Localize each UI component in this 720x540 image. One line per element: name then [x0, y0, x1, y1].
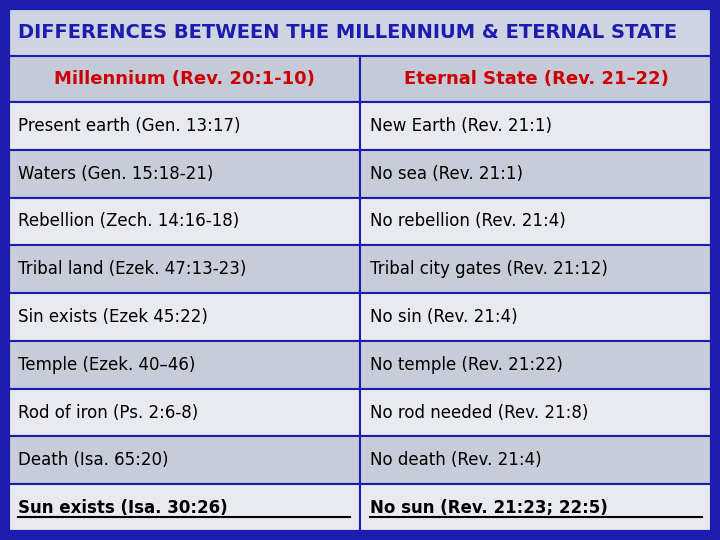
Bar — [8, 8, 712, 56]
Text: New Earth (Rev. 21:1): New Earth (Rev. 21:1) — [370, 117, 552, 135]
Text: Millennium (Rev. 20:1-10): Millennium (Rev. 20:1-10) — [53, 70, 315, 88]
Bar — [360, 484, 712, 532]
Text: Waters (Gen. 15:18-21): Waters (Gen. 15:18-21) — [18, 165, 213, 183]
Text: Sin exists (Ezek 45:22): Sin exists (Ezek 45:22) — [18, 308, 208, 326]
Bar — [8, 293, 360, 341]
Bar — [8, 484, 360, 532]
Bar — [8, 102, 360, 150]
Bar — [360, 341, 712, 389]
Bar — [360, 436, 712, 484]
Bar — [360, 293, 712, 341]
Bar — [360, 245, 712, 293]
Text: Eternal State (Rev. 21–22): Eternal State (Rev. 21–22) — [404, 70, 668, 88]
Bar — [8, 341, 360, 389]
Text: DIFFERENCES BETWEEN THE MILLENNIUM & ETERNAL STATE: DIFFERENCES BETWEEN THE MILLENNIUM & ETE… — [18, 23, 677, 42]
Bar — [360, 245, 712, 293]
Bar — [8, 150, 360, 198]
Bar — [8, 56, 360, 102]
Bar — [8, 436, 360, 484]
Bar — [360, 150, 712, 198]
Text: No rebellion (Rev. 21:4): No rebellion (Rev. 21:4) — [370, 212, 566, 231]
Bar — [360, 293, 712, 341]
Bar — [360, 198, 712, 245]
Bar — [8, 436, 360, 484]
Bar — [8, 389, 360, 436]
Bar — [360, 198, 712, 245]
Text: Temple (Ezek. 40–46): Temple (Ezek. 40–46) — [18, 356, 195, 374]
Text: No temple (Rev. 21:22): No temple (Rev. 21:22) — [370, 356, 563, 374]
Bar — [8, 245, 360, 293]
Bar — [8, 389, 360, 436]
Bar — [360, 341, 712, 389]
Bar — [360, 389, 712, 436]
Bar — [360, 56, 712, 102]
Bar — [8, 198, 360, 245]
Text: No sun (Rev. 21:23; 22:5): No sun (Rev. 21:23; 22:5) — [370, 499, 608, 517]
Text: Present earth (Gen. 13:17): Present earth (Gen. 13:17) — [18, 117, 240, 135]
Text: No sea (Rev. 21:1): No sea (Rev. 21:1) — [370, 165, 523, 183]
Bar — [360, 150, 712, 198]
Text: Rod of iron (Ps. 2:6-8): Rod of iron (Ps. 2:6-8) — [18, 403, 198, 422]
Bar — [8, 341, 360, 389]
Bar — [360, 102, 712, 150]
Text: No sin (Rev. 21:4): No sin (Rev. 21:4) — [370, 308, 518, 326]
Text: Tribal city gates (Rev. 21:12): Tribal city gates (Rev. 21:12) — [370, 260, 608, 278]
Text: No rod needed (Rev. 21:8): No rod needed (Rev. 21:8) — [370, 403, 588, 422]
Text: Rebellion (Zech. 14:16-18): Rebellion (Zech. 14:16-18) — [18, 212, 239, 231]
Bar — [8, 245, 360, 293]
Bar — [360, 56, 712, 102]
Bar — [360, 436, 712, 484]
Bar — [360, 484, 712, 532]
Bar — [8, 102, 360, 150]
Bar — [8, 56, 360, 102]
Bar — [360, 102, 712, 150]
Bar — [8, 150, 360, 198]
Bar — [8, 198, 360, 245]
Bar — [8, 484, 360, 532]
Bar — [8, 293, 360, 341]
Bar — [360, 389, 712, 436]
Text: Death (Isa. 65:20): Death (Isa. 65:20) — [18, 451, 168, 469]
Bar — [8, 8, 712, 56]
Text: Sun exists (Isa. 30:26): Sun exists (Isa. 30:26) — [18, 499, 228, 517]
Text: No death (Rev. 21:4): No death (Rev. 21:4) — [370, 451, 541, 469]
Text: Tribal land (Ezek. 47:13-23): Tribal land (Ezek. 47:13-23) — [18, 260, 246, 278]
